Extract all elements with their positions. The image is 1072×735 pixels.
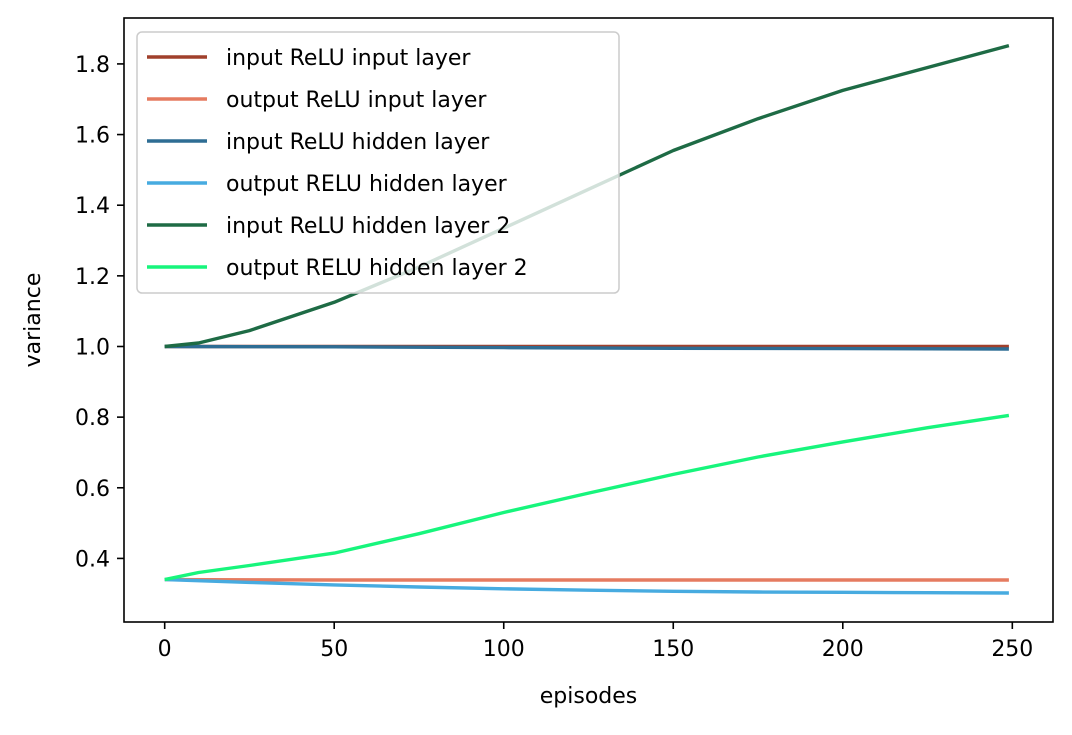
y-tick-label: 1.8 [75,53,110,78]
y-tick-label: 0.4 [75,547,110,572]
y-tick-label: 1.0 [75,335,110,360]
x-tick-label: 250 [991,637,1033,662]
legend-label-1: input ReLU input layer [226,46,471,71]
x-tick-label: 200 [822,637,864,662]
x-tick-label: 150 [652,637,694,662]
y-tick-label: 1.4 [75,194,110,219]
y-tick-label: 0.6 [75,477,110,502]
legend-box [137,32,619,293]
x-axis-label: episodes [540,684,638,709]
legend: input ReLU input layer output ReLU input … [137,32,619,293]
legend-label-4: output RELU hidden layer [226,172,508,197]
legend-label-2: output ReLU input layer [226,88,487,113]
x-tick-label: 50 [320,637,348,662]
legend-label-6: output RELU hidden layer 2 [226,256,528,281]
y-tick-label: 1.2 [75,265,110,290]
legend-label-5: input ReLU hidden layer 2 [226,214,510,239]
x-tick-label: 0 [158,637,172,662]
y-tick-label: 1.6 [75,124,110,149]
y-tick-label: 0.8 [75,406,110,431]
x-tick-label: 100 [483,637,525,662]
legend-label-3: input ReLU hidden layer [226,130,490,155]
y-axis-label: variance [21,273,46,368]
